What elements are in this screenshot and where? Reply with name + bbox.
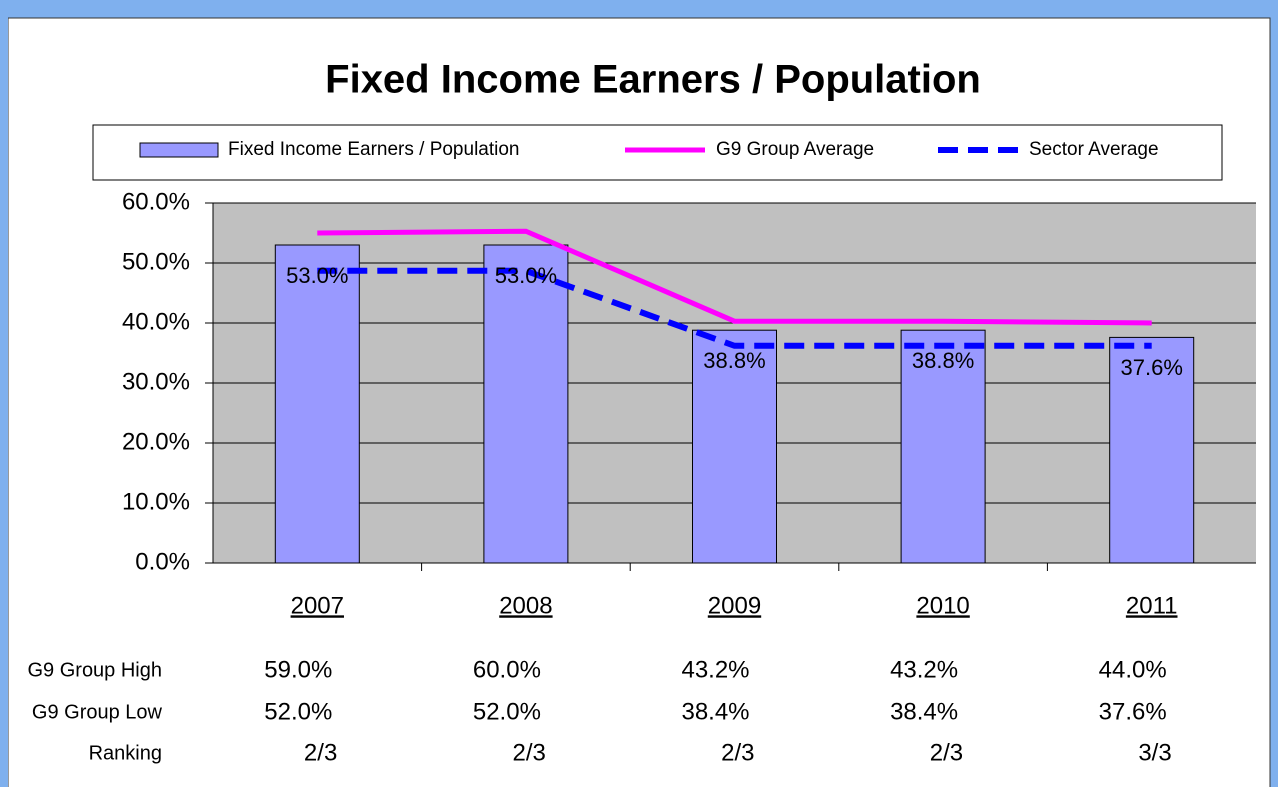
table-cell: 2/3	[721, 739, 754, 766]
row-label: G9 Group High	[27, 659, 162, 681]
data-label: 53.0%	[286, 263, 348, 288]
table-cell: 43.2%	[681, 656, 749, 683]
row-label: G9 Group Low	[32, 701, 163, 723]
y-tick-label: 0.0%	[135, 548, 190, 575]
table-cell: 38.4%	[681, 698, 749, 725]
y-tick-label: 20.0%	[122, 428, 190, 455]
y-tick-label: 30.0%	[122, 368, 190, 395]
bar	[900, 329, 986, 564]
y-tick-label: 60.0%	[122, 188, 190, 215]
legend-label: Sector Average	[1029, 139, 1159, 160]
table-cell: 52.0%	[473, 698, 541, 725]
x-tick-label: 2007	[291, 592, 344, 619]
table-cell: 37.6%	[1099, 698, 1167, 725]
data-label: 37.6%	[1121, 355, 1183, 380]
table-cell: 60.0%	[473, 656, 541, 683]
data-label: 53.0%	[495, 263, 557, 288]
table-cell: 2/3	[304, 739, 337, 766]
legend-swatch	[139, 142, 219, 158]
bar	[1109, 336, 1195, 564]
legend-label: Fixed Income Earners / Population	[228, 139, 520, 160]
chart-title: Fixed Income Earners / Population	[325, 58, 981, 102]
x-tick-label: 2008	[499, 592, 552, 619]
table-cell: 43.2%	[890, 656, 958, 683]
legend-label: G9 Group Average	[716, 139, 874, 160]
table-cell: 2/3	[513, 739, 546, 766]
line-series	[317, 228, 1152, 326]
y-tick-label: 50.0%	[122, 248, 190, 275]
bar	[274, 244, 360, 564]
bar	[483, 244, 569, 564]
y-tick-label: 10.0%	[122, 488, 190, 515]
row-label: Ranking	[89, 742, 162, 764]
x-tick-label: 2010	[916, 592, 969, 619]
frame-left	[0, 0, 8, 787]
table-cell: 38.4%	[890, 698, 958, 725]
x-tick-label: 2011	[1126, 592, 1178, 619]
y-tick-label: 40.0%	[122, 308, 190, 335]
table-cell: 59.0%	[264, 656, 332, 683]
line-series	[317, 267, 1152, 349]
table-cell: 44.0%	[1099, 656, 1167, 683]
table-cell: 2/3	[930, 739, 963, 766]
table-cell: 52.0%	[264, 698, 332, 725]
data-label: 38.8%	[703, 348, 765, 373]
table-cell: 3/3	[1138, 739, 1171, 766]
bar	[692, 329, 777, 564]
data-label: 38.8%	[912, 348, 974, 373]
x-tick-label: 2009	[708, 592, 761, 619]
